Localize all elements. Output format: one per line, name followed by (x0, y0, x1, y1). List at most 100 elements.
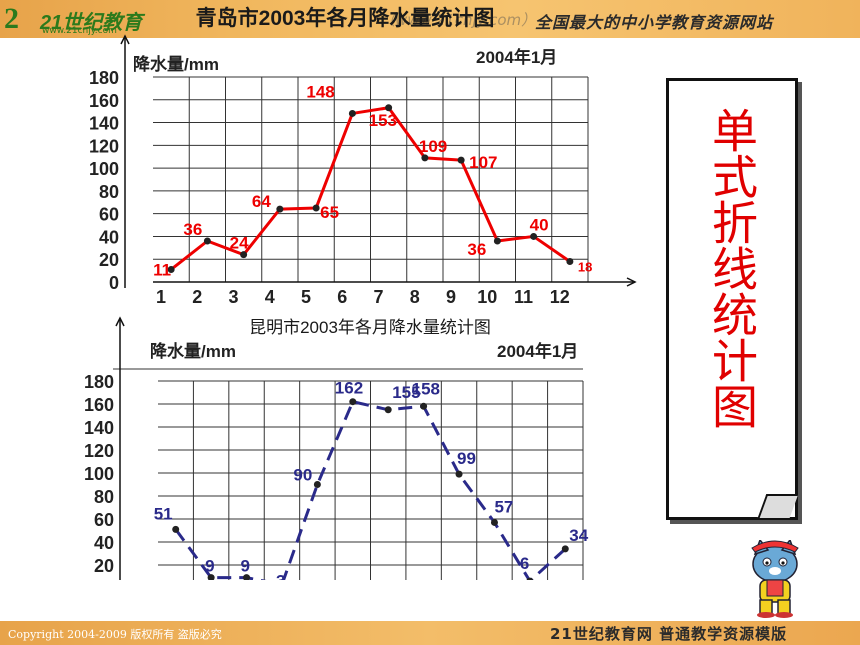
chart-2-data-label: 57 (494, 497, 513, 516)
chart-1-y-label: 降水量/mm (133, 54, 219, 74)
chart-1-x-arrow (626, 277, 637, 287)
chart-2-data-label: 6 (520, 554, 529, 573)
chart-2-data-point (561, 545, 569, 553)
chart-1-data-label: 65 (320, 203, 339, 222)
chart-2-date-label: 2004年1月 (497, 341, 578, 361)
chart-2-data-label: 90 (293, 466, 312, 485)
chart-2-data-label: 9 (241, 557, 250, 576)
chart-2-data-label: 158 (412, 379, 440, 398)
chart-1-x-tick-label: 2 (192, 287, 202, 307)
chart-1-data-label: 24 (230, 234, 249, 253)
chart-1-data-point (566, 258, 574, 265)
chart-1-x-tick-label: 12 (550, 287, 570, 307)
chart-2-data-label: 162 (335, 379, 363, 398)
chart-1-x-tick-label: 11 (514, 287, 533, 307)
chart-1-y-tick-label: 120 (89, 136, 119, 156)
header-bar: 2 21世纪教育 www.21cnjy.com （www.21cnjy.com）… (0, 0, 860, 38)
header-slogan: 全国最大的中小学教育资源网站 (535, 13, 774, 32)
chart-1-data-point (421, 154, 429, 162)
chart-2-data-point (420, 402, 428, 410)
chart-2-data-point (313, 481, 321, 488)
chart-2-title: 昆明市2003年各月降水量统计图 (249, 318, 491, 337)
footer-copyright: Copyright 2004-2009 版权所有 盗版必究 (8, 628, 222, 641)
chart-2-y-tick-label: 60 (94, 510, 114, 530)
chart-2-data-point (526, 577, 534, 580)
chart-1-data-point (276, 205, 284, 213)
chart-2-data-point (207, 574, 215, 580)
site-logo[interactable]: 2 21世纪教育 www.21cnjy.com (4, 2, 164, 36)
chart-1-x-tick-label: 8 (410, 287, 420, 307)
chart-1-data-point (385, 104, 393, 112)
chart-1-x-tick-label: 4 (265, 287, 275, 307)
footer-brand: 21世纪教育网 普通教学资源模版 (550, 625, 788, 643)
side-title: 单式折线统计图 (705, 107, 759, 429)
chart-2-y-tick-label: 0 (104, 579, 114, 580)
chart-2-y-tick-label: 100 (84, 464, 114, 484)
chart-2-data-point (349, 398, 357, 406)
chart-2-y-tick-label: 140 (84, 418, 114, 438)
chart-1-data-label: 153 (369, 111, 397, 130)
chart-1-x-tick-label: 7 (373, 287, 383, 307)
chart-1-data-label: 36 (183, 220, 202, 239)
chart-2-y-tick-label: 80 (94, 487, 114, 507)
logo-text: 21世纪教育 (40, 12, 143, 34)
footer-bar (0, 621, 860, 645)
chart-1-data-point (240, 251, 248, 259)
chart-2-y-arrow (115, 316, 125, 327)
chart-1-y-tick-label: 0 (109, 273, 119, 293)
chart-2-y-tick-label: 160 (84, 395, 114, 415)
chart-1-data-label: 148 (306, 82, 334, 101)
chart-2-data-label: 9 (205, 557, 214, 576)
chart-1-y-tick-label: 20 (99, 250, 119, 270)
chart-1-y-arrow (120, 34, 130, 45)
chart-1-date-label: 2004年1月 (476, 47, 557, 67)
chart-1-data-label: 11 (153, 260, 171, 279)
chart-1-data-label: 64 (252, 192, 271, 211)
chart-1-x-tick-label: 1 (156, 287, 166, 307)
chart-1-data-point (457, 156, 465, 164)
chart-1-x-tick-label: 9 (446, 287, 456, 307)
chart-1-y-tick-label: 180 (89, 68, 119, 88)
logo-badge: 2 (4, 2, 19, 35)
chart-1-title: 青岛市2003年各月降水量统计图 (196, 6, 495, 30)
chart-2-data-label: 51 (154, 504, 173, 523)
chart-2-y-tick-label: 180 (84, 372, 114, 392)
chart-1-data-label: 18 (578, 260, 592, 275)
chart-1-data-point (348, 109, 356, 117)
chart-1-data-point (312, 204, 320, 212)
side-title-box: 单式折线统计图 (666, 78, 798, 520)
chart-1-x-tick-label: 10 (477, 287, 497, 307)
chart-1-y-tick-label: 40 (99, 227, 119, 247)
chart-2-data-point (172, 525, 180, 533)
chart-1-x-tick-label: 6 (337, 287, 347, 307)
chart-1-data-point (203, 237, 211, 245)
chart-1-data-label: 36 (467, 240, 486, 259)
chart-2-data-point (243, 574, 251, 580)
cartoon-cat-icon (751, 540, 799, 618)
chart-2-y-tick-label: 20 (94, 556, 114, 576)
chart-2-series-line (174, 400, 567, 580)
chart-2-data-point (455, 470, 463, 478)
chart-1-data-point (493, 237, 501, 245)
chart-1-data-label: 40 (530, 215, 549, 234)
slogan-ghost: （www.21cnjy.com） (380, 11, 537, 29)
chart-2-y-tick-label: 120 (84, 441, 114, 461)
chart-1-data-point (167, 265, 175, 273)
chart-1-series-line (170, 106, 571, 271)
logo-url: www.21cnjy.com (42, 26, 117, 36)
chart-1-data-point (530, 232, 538, 240)
chart-2-data-label: 34 (569, 526, 588, 545)
chart-2-data-label: 3 (276, 572, 285, 580)
chart-1-y-tick-label: 100 (89, 159, 119, 179)
chart-2-data-label: 155 (392, 383, 420, 402)
chart-1-x-tick-label: 3 (228, 287, 238, 307)
chart-1-y-tick-label: 80 (99, 182, 119, 202)
chart-1-y-tick-label: 160 (89, 91, 119, 111)
chart-1-x-tick-label: 5 (301, 287, 311, 307)
chart-2-data-point (490, 518, 498, 526)
chart-2-y-label: 降水量/mm (150, 341, 236, 361)
chart-1-data-label: 109 (419, 137, 447, 156)
chart-2-data-label: 99 (457, 449, 476, 468)
chart-2-data-point (384, 406, 392, 414)
